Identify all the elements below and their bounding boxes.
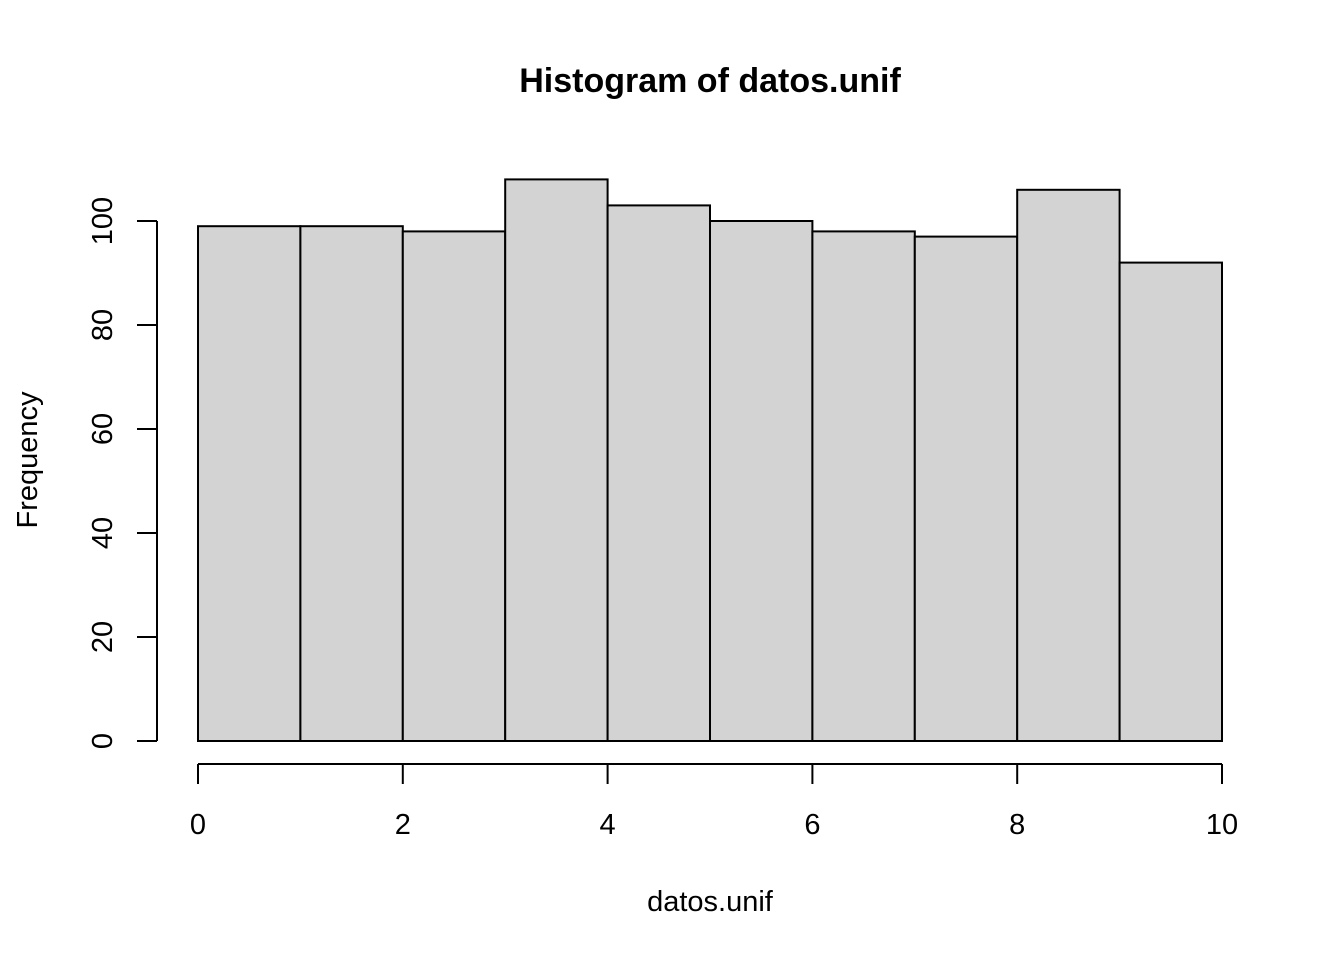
histogram-bar <box>299 225 404 742</box>
histogram-bar <box>606 204 711 742</box>
y-axis-label: Frequency <box>12 391 44 529</box>
y-tick-label: 0 <box>87 733 119 749</box>
y-tick-label: 20 <box>87 621 119 653</box>
x-tick-label: 4 <box>600 809 616 841</box>
x-tick-label: 0 <box>190 809 206 841</box>
histogram-bar <box>913 235 1019 742</box>
x-tick-label: 2 <box>395 809 411 841</box>
x-tick-label: 10 <box>1206 809 1238 841</box>
x-axis-label: datos.unif <box>647 886 774 918</box>
histogram-bar <box>709 220 814 742</box>
x-tick-label: 6 <box>804 809 820 841</box>
histogram-bar <box>504 178 609 742</box>
histogram-bar <box>401 230 507 742</box>
y-axis: 0 20 40 60 80 100 <box>87 197 158 749</box>
y-tick-label: 40 <box>87 517 119 549</box>
y-tick-label: 80 <box>87 309 119 341</box>
histogram-bar <box>197 225 302 742</box>
y-tick-label: 60 <box>87 413 119 445</box>
y-tick-label: 100 <box>87 197 119 245</box>
histogram-bar <box>811 230 916 742</box>
chart-title: Histogram of datos.unif <box>519 62 901 100</box>
histogram-bar <box>1016 188 1121 743</box>
x-tick-label: 8 <box>1009 809 1025 841</box>
bars-group <box>197 178 1223 743</box>
histogram-bar <box>1118 261 1223 742</box>
x-axis: 0 2 4 6 8 10 <box>190 763 1238 841</box>
